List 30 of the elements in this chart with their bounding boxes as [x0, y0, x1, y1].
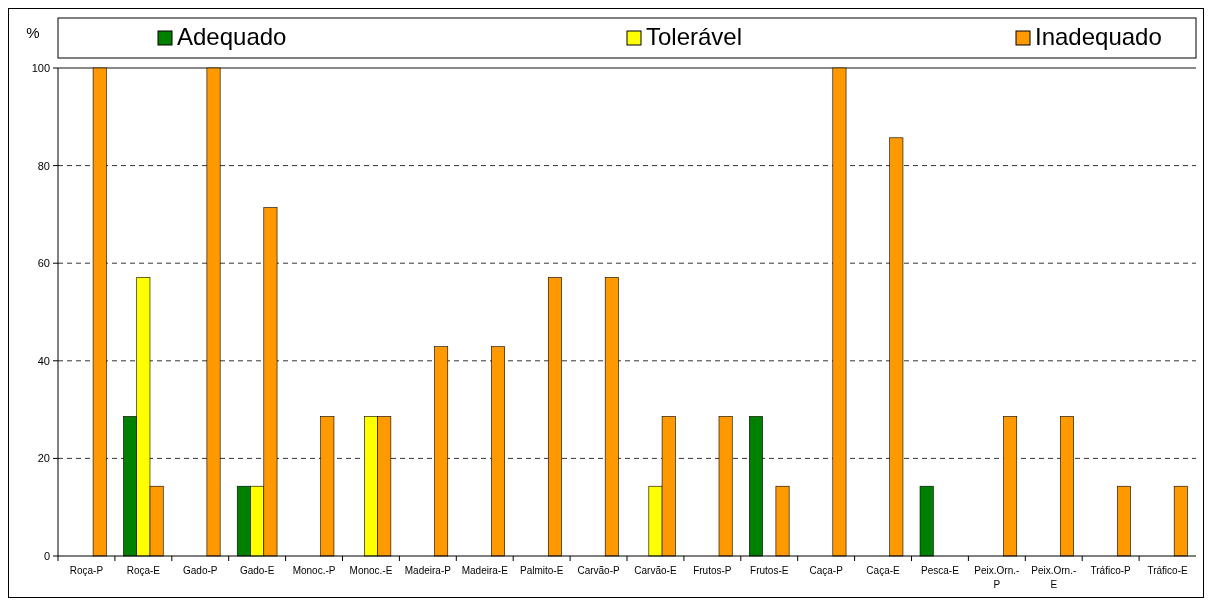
- x-tick-label: Caça-E: [866, 565, 901, 576]
- x-tick-label: Pesca-E: [921, 565, 960, 576]
- legend-label: Tolerável: [646, 23, 743, 50]
- x-tick-label: Gado-E: [239, 565, 275, 576]
- x-tick-label: Roça-E: [126, 565, 161, 576]
- x-tick-label: Peix.Orn.-P: [974, 565, 1020, 590]
- y-tick-label: 80: [37, 159, 50, 172]
- x-tick-label: Frutos-E: [750, 565, 789, 576]
- legend-label: Adequado: [177, 23, 287, 50]
- x-tick-label: Monoc.-P: [292, 565, 336, 576]
- y-axis-title: %: [26, 24, 40, 41]
- x-tick-label: Tráfico-P: [1090, 565, 1132, 576]
- x-tick-label: Caça-P: [809, 565, 844, 576]
- legend-label: Inadequado: [1035, 23, 1162, 50]
- x-tick-label: Carvão-E: [634, 565, 677, 576]
- x-tick-label: Gado-P: [183, 565, 218, 576]
- x-tick-label: Roça-P: [69, 565, 104, 576]
- x-tick-label: Frutos-P: [693, 565, 732, 576]
- x-tick-label: Monoc.-E: [349, 565, 393, 576]
- y-tick-label: 0: [43, 550, 50, 562]
- y-tick-label: 100: [31, 62, 50, 74]
- y-tick-label: 40: [37, 354, 50, 367]
- x-tick-label: Tráfico-E: [1147, 565, 1188, 576]
- x-tick-label: Madeira-P: [404, 565, 452, 576]
- x-tick-label: Carvão-P: [577, 565, 620, 576]
- y-tick-label: 60: [37, 257, 50, 270]
- y-tick-label: 20: [37, 452, 50, 465]
- x-tick-label: Palmito-E: [519, 565, 564, 576]
- x-tick-label: Madeira-E: [461, 565, 509, 576]
- x-tick-label: Peix.Orn.-E: [1031, 565, 1077, 590]
